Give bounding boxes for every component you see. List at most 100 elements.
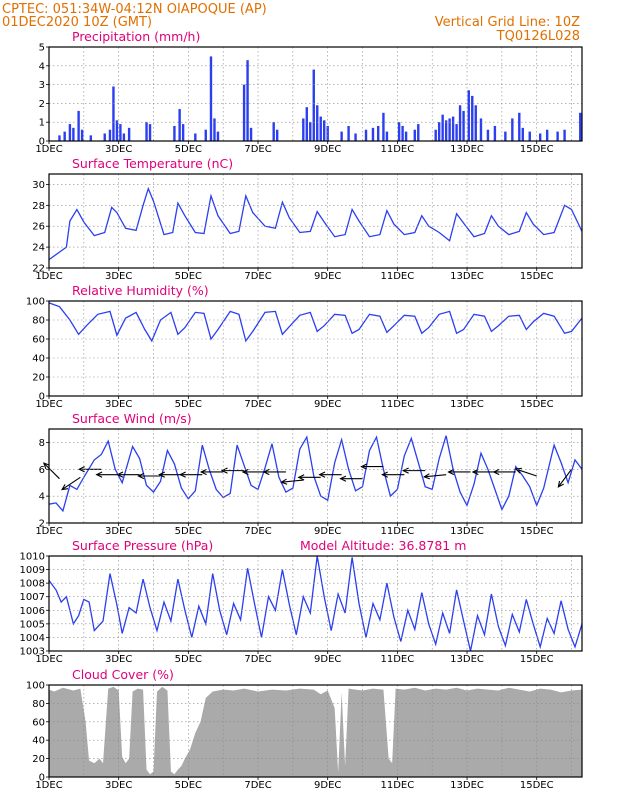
precip-bar-28 (275, 129, 279, 141)
x-tick-label: 3DEC (105, 271, 132, 282)
precip-bar-51 (437, 122, 441, 141)
x-tick-label: 1DEC (35, 780, 62, 791)
panels: 0 1 2 3 4 5 1DEC 3DEC 5DEC 7DEC 9DEC 11DEC 13DEC 15DE… (20, 29, 583, 791)
precip-bar-69 (528, 131, 531, 141)
wind-title: Surface Wind (m/s) (72, 411, 192, 426)
x-tick-label: 11DEC (380, 526, 414, 537)
x-tick-label: 3DEC (105, 526, 132, 537)
precip-bar-53 (444, 120, 448, 141)
x-tick-label: 1DEC (35, 526, 62, 537)
y-tick-label: 1005 (20, 619, 45, 630)
precip-bar-1 (63, 131, 66, 141)
precip-bar-33 (316, 105, 319, 141)
x-tick-label: 15DEC (520, 526, 554, 537)
humidity-panel: 0 20 40 60 80 100 1DEC 3DEC 5DEC 7DEC 9DEC 11DEC 13D… (26, 283, 583, 410)
x-tick-label: 13DEC (450, 399, 484, 410)
wind-arrow-9 (220, 467, 245, 474)
x-tick-label: 13DEC (450, 780, 484, 791)
wind-arrow-16 (360, 463, 384, 470)
x-tick-label: 15DEC (520, 780, 554, 791)
precip-bar-10 (115, 120, 119, 141)
precip-bar-32 (312, 69, 315, 141)
wind-arrow-17 (381, 471, 405, 478)
pressure-frame (48, 555, 583, 652)
y-tick-label: 0 (39, 137, 45, 148)
precip-bar-73 (563, 129, 566, 141)
precip-bar-0 (58, 135, 61, 141)
x-tick-label: 5DEC (175, 780, 202, 791)
wind-arrow-23 (514, 467, 537, 477)
precip-bar-50 (434, 129, 437, 141)
y-tick-label: 1010 (20, 552, 45, 563)
wind-arrow-3 (95, 471, 119, 478)
y-tick-label: 8 (39, 438, 45, 449)
x-tick-label: 11DEC (380, 654, 414, 665)
model-altitude-label: Model Altitude: 36.8781 m (300, 538, 466, 553)
y-tick-label: 60 (32, 717, 45, 728)
y-tick-label: 1006 (20, 606, 45, 617)
x-tick-label: 5DEC (175, 271, 202, 282)
precip-bar-56 (455, 124, 458, 141)
y-tick-label: 26 (32, 222, 45, 233)
wind-arrow-24 (557, 468, 572, 488)
x-tick-label: 9DEC (314, 271, 341, 282)
humidity-title: Relative Humidity (%) (72, 283, 209, 298)
x-tick-label: 7DEC (244, 144, 271, 155)
precip-bar-36 (326, 125, 329, 141)
x-tick-label: 3DEC (105, 399, 132, 410)
x-tick-label: 1DEC (35, 144, 62, 155)
x-tick-label: 3DEC (105, 780, 132, 791)
precip-bar-40 (364, 129, 368, 141)
precip-bar-19 (194, 133, 197, 141)
x-tick-label: 5DEC (175, 654, 202, 665)
precip-bar-21 (209, 56, 213, 141)
y-tick-label: 22 (32, 264, 45, 275)
precip-bar-68 (521, 127, 524, 141)
precip-bar-24 (242, 84, 246, 141)
y-tick-label: 1004 (20, 633, 45, 644)
wind-arrow-6 (158, 471, 182, 478)
wind-arrow-15 (339, 475, 363, 482)
wind-arrow-14 (318, 471, 342, 478)
precip-bar-16 (173, 125, 176, 141)
y-tick-label: 28 (32, 201, 45, 212)
wind-arrow-8 (199, 468, 224, 476)
precip-bar-2 (68, 124, 72, 141)
precip-bar-66 (511, 118, 514, 141)
x-tick-label: 13DEC (450, 654, 484, 665)
y-tick-label: 30 (32, 180, 45, 191)
precip-bar-14 (145, 122, 148, 141)
y-tick-label: 100 (26, 297, 45, 308)
precip-bar-67 (518, 112, 521, 141)
x-tick-label: 15DEC (520, 654, 554, 665)
x-tick-label: 7DEC (244, 399, 271, 410)
precip-bar-8 (108, 129, 112, 141)
precip-bar-60 (471, 95, 474, 141)
x-tick-label: 15DEC (520, 144, 554, 155)
precip-bar-38 (347, 125, 350, 141)
x-tick-label: 15DEC (520, 399, 554, 410)
y-tick-label: 5 (39, 43, 45, 54)
precip-bar-7 (103, 133, 106, 141)
precip-bar-20 (204, 129, 207, 141)
precip-bar-47 (404, 131, 408, 141)
pressure-line (48, 555, 583, 652)
precip-bar-45 (397, 122, 401, 141)
x-tick-label: 7DEC (244, 780, 271, 791)
precip-bar-58 (462, 110, 465, 141)
wind-arrow-13 (297, 474, 321, 481)
precipitation-panel: 0 1 2 3 4 5 1DEC 3DEC 5DEC 7DEC 9DEC 11DEC 13DEC 15DE… (35, 29, 583, 155)
y-tick-label: 80 (32, 699, 45, 710)
precip-bar-35 (323, 120, 326, 141)
x-tick-label: 7DEC (244, 654, 271, 665)
header-grid-line: Vertical Grid Line: 10Z (435, 15, 580, 30)
precip-bar-70 (538, 133, 542, 141)
precip-bar-41 (371, 127, 375, 141)
y-tick-label: 1009 (20, 565, 45, 576)
header-run-date: 01DEC2020 10Z (GMT) (2, 15, 152, 30)
temperature-title: Surface Temperature (nC) (72, 156, 233, 171)
precipitation-frame (48, 46, 583, 142)
precip-bar-72 (556, 131, 559, 141)
precip-bar-6 (89, 135, 93, 141)
wind-line (48, 435, 583, 513)
